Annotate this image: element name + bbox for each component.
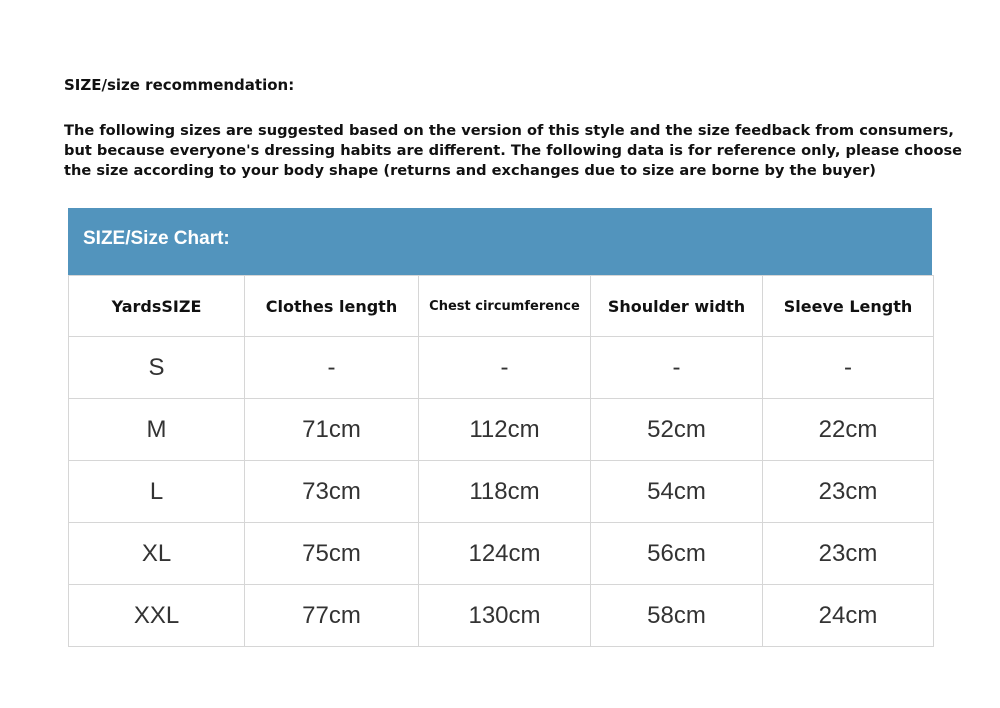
- table-header-row: YardsSIZE Clothes length Chest circumferen…: [68, 275, 934, 337]
- column-header: Clothes length: [244, 275, 419, 337]
- column-header: Shoulder width: [590, 275, 763, 337]
- page-heading: SIZE/size recommendation:: [64, 76, 295, 94]
- size-chart-table: YardsSIZE Clothes length Chest circumferen…: [68, 275, 934, 647]
- table-row: M 71cm 112cm 52cm 22cm: [68, 398, 934, 461]
- column-header: Sleeve Length: [762, 275, 934, 337]
- measurement-cell: -: [762, 336, 934, 399]
- size-label-cell: XL: [68, 522, 245, 585]
- measurement-cell: 73cm: [244, 460, 419, 523]
- measurement-cell: 24cm: [762, 584, 934, 647]
- measurement-cell: -: [418, 336, 591, 399]
- size-label-cell: S: [68, 336, 245, 399]
- size-chart-title: SIZE/Size Chart:: [83, 228, 230, 249]
- measurement-cell: 77cm: [244, 584, 419, 647]
- size-label-cell: XXL: [68, 584, 245, 647]
- measurement-cell: 52cm: [590, 398, 763, 461]
- size-label-cell: L: [68, 460, 245, 523]
- measurement-cell: 71cm: [244, 398, 419, 461]
- measurement-cell: -: [244, 336, 419, 399]
- measurement-cell: 54cm: [590, 460, 763, 523]
- measurement-cell: 22cm: [762, 398, 934, 461]
- column-header: YardsSIZE: [68, 275, 245, 337]
- measurement-cell: 23cm: [762, 460, 934, 523]
- measurement-cell: 56cm: [590, 522, 763, 585]
- measurement-cell: 112cm: [418, 398, 591, 461]
- size-label-cell: M: [68, 398, 245, 461]
- measurement-cell: -: [590, 336, 763, 399]
- table-row: S----: [68, 336, 934, 399]
- table-row: XL 75cm 124cm 56cm 23cm: [68, 522, 934, 585]
- column-header: Chest circumference: [418, 275, 591, 337]
- size-description: The following sizes are suggested based …: [64, 122, 963, 179]
- measurement-cell: 58cm: [590, 584, 763, 647]
- measurement-cell: 130cm: [418, 584, 591, 647]
- size-chart-header: SIZE/Size Chart:: [68, 208, 932, 275]
- table-row: L 73cm 118cm 54cm 23cm: [68, 460, 934, 523]
- measurement-cell: 124cm: [418, 522, 591, 585]
- measurement-cell: 75cm: [244, 522, 419, 585]
- measurement-cell: 118cm: [418, 460, 591, 523]
- measurement-cell: 23cm: [762, 522, 934, 585]
- table-row: XXL 77cm 130cm 58cm 24cm: [68, 584, 934, 647]
